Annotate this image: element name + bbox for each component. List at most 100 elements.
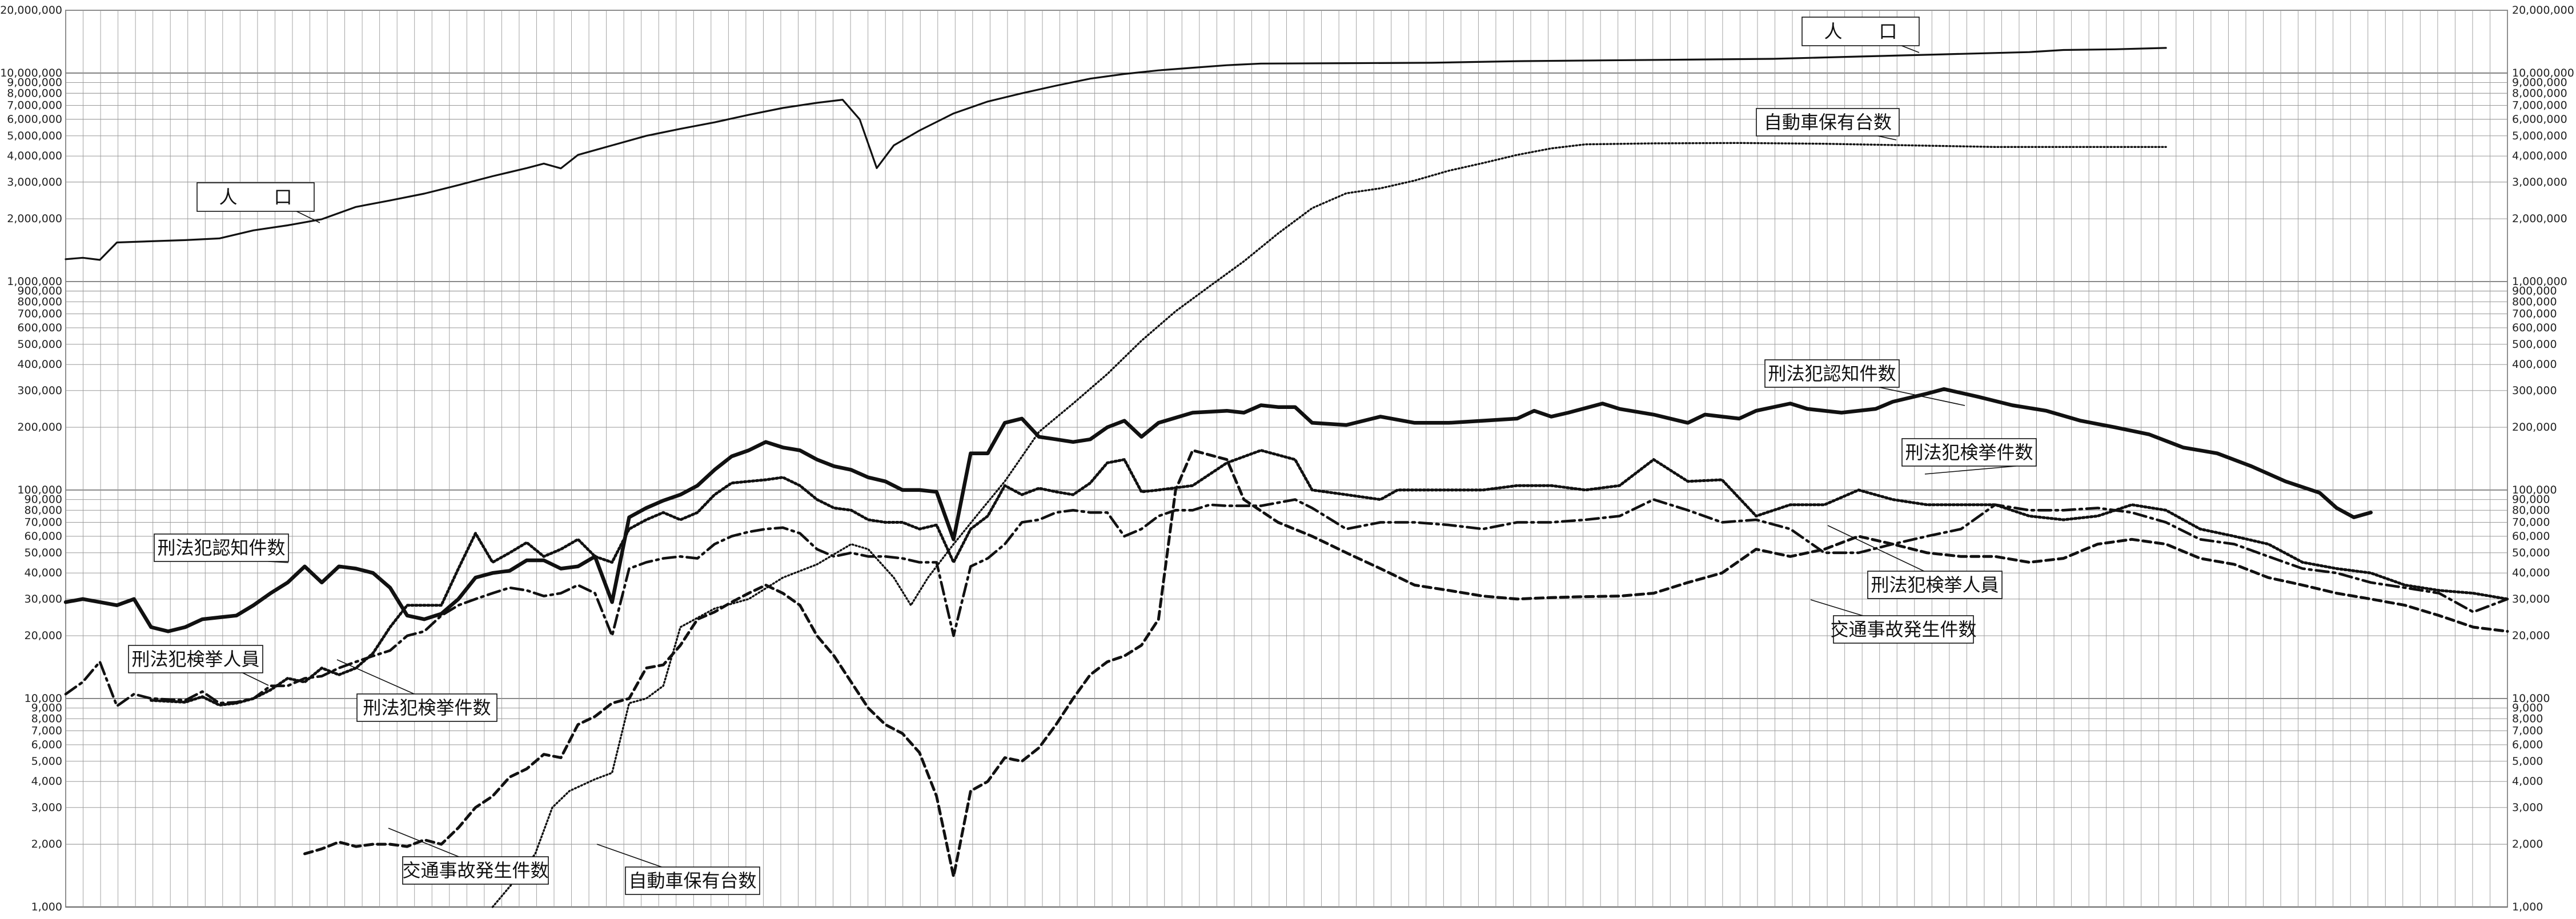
y-tick-label-right: 5,000,000 [2512, 130, 2567, 142]
y-tick-label-left: 4,000,000 [7, 150, 62, 162]
y-tick-label-right: 9,000 [2512, 702, 2543, 715]
y-tick-label-left: 400,000 [17, 358, 62, 371]
y-tick-label-right: 3,000 [2512, 801, 2543, 814]
y-tick-label-left: 40,000 [25, 567, 62, 579]
y-tick-label-left: 2,000 [31, 838, 62, 850]
y-tick-label-left: 80,000 [25, 504, 62, 516]
callout-6: 刑法犯検挙人員 [1827, 525, 2003, 599]
y-tick-label-left: 6,000 [31, 739, 62, 751]
callout-text: 人 口 [1824, 21, 1897, 42]
y-tick-label-right: 40,000 [2512, 567, 2550, 579]
y-tick-label-right: 8,000,000 [2512, 87, 2567, 99]
callout-box [402, 856, 549, 885]
y-tick-label-right: 70,000 [2512, 516, 2550, 528]
y-tick-label-left: 200,000 [17, 421, 62, 434]
y-tick-label-right: 1,000 [2512, 901, 2543, 913]
y-tick-label-right: 20,000 [2512, 629, 2550, 642]
y-axis-tick-labels: 1,000 1,000 2,000 2,000 3,000 3,000 4,000 4,000… [0, 4, 2574, 913]
y-tick-label-left: 3,000 [31, 801, 62, 814]
y-tick-label-right: 7,000 [2512, 725, 2543, 737]
y-tick-label-left: 700,000 [17, 307, 62, 320]
y-tick-label-right: 6,000,000 [2512, 113, 2567, 126]
callout-text: 交通事故発生件数 [402, 860, 548, 881]
callout-0: 人 口 [196, 182, 320, 223]
series-line-0 [65, 47, 2167, 261]
callout-3: 刑法犯認知件数 [1764, 359, 1965, 406]
y-tick-label-right: 80,000 [2512, 504, 2550, 516]
callout-box [196, 182, 315, 212]
y-tick-label-right: 300,000 [2512, 384, 2557, 397]
series-callout-labels: 人 口人 口自動車保有台数刑法犯認知件数刑法犯検挙件数刑法犯認知件数刑法犯検挙人… [128, 17, 2037, 895]
callout-leader [1901, 45, 1920, 53]
callout-leader [1879, 387, 1965, 406]
y-tick-label-left: 5,000 [31, 755, 62, 768]
data-series [63, 47, 2509, 908]
y-tick-label-left: 70,000 [25, 516, 62, 528]
series-line-3 [150, 449, 2509, 707]
series-line-2 [63, 387, 2373, 633]
callout-1: 人 口 [1801, 17, 1920, 53]
callout-9: 交通事故発生件数 [1810, 599, 1977, 644]
y-tick-label-right: 60,000 [2512, 530, 2550, 543]
y-tick-label-left: 10,000 [25, 692, 62, 705]
callout-text: 刑法犯検挙人員 [131, 648, 259, 670]
y-tick-label-left: 9,000 [31, 702, 62, 715]
y-tick-label-left: 50,000 [25, 547, 62, 559]
callout-7: 刑法犯検挙件数 [336, 659, 497, 722]
y-tick-label-right: 5,000 [2512, 755, 2543, 768]
gridlines [65, 10, 2508, 908]
callout-text: 刑法犯認知件数 [157, 537, 285, 559]
callout-box [625, 866, 760, 895]
y-tick-label-left: 7,000,000 [7, 99, 62, 111]
y-tick-label-left: 1,000 [31, 901, 62, 913]
y-tick-label-right: 7,000,000 [2512, 99, 2567, 111]
y-tick-label-left: 10,000,000 [0, 67, 62, 79]
y-tick-label-left: 2,000,000 [7, 212, 62, 225]
callout-text: 交通事故発生件数 [1830, 619, 1976, 640]
y-tick-label-left: 500,000 [17, 338, 62, 351]
y-tick-label-left: 1,000,000 [7, 275, 62, 288]
y-tick-label-right: 200,000 [2512, 421, 2557, 434]
y-tick-label-left: 7,000 [31, 725, 62, 737]
y-tick-label-right: 100,000 [2512, 484, 2557, 496]
y-tick-label-left: 9,000,000 [7, 77, 62, 89]
callout-box [1901, 438, 2037, 467]
callout-2: 自動車保有台数 [1756, 108, 1900, 141]
y-tick-label-right: 10,000 [2512, 692, 2550, 705]
y-tick-label-left: 90,000 [25, 493, 62, 506]
y-tick-label-right: 90,000 [2512, 493, 2550, 506]
y-tick-label-right: 4,000,000 [2512, 150, 2567, 162]
y-tick-label-left: 5,000,000 [7, 130, 62, 142]
callout-text: 刑法犯認知件数 [1768, 363, 1896, 384]
callout-4: 刑法犯検挙件数 [1901, 438, 2037, 475]
y-tick-label-left: 100,000 [17, 484, 62, 496]
y-tick-label-left: 8,000,000 [7, 87, 62, 99]
callout-10: 交通事故発生件数 [388, 828, 549, 885]
callout-text: 刑法犯検挙件数 [363, 697, 491, 719]
y-tick-label-right: 900,000 [2512, 285, 2557, 298]
y-tick-label-left: 3,000,000 [7, 176, 62, 188]
callout-leader [1877, 135, 1897, 141]
y-tick-label-right: 2,000 [2512, 838, 2543, 850]
callout-box [154, 533, 289, 562]
y-tick-label-left: 6,000,000 [7, 113, 62, 126]
callout-box [1801, 17, 1920, 46]
callout-text: 刑法犯検挙人員 [1871, 574, 1999, 596]
series-line-4 [64, 498, 2509, 708]
y-tick-label-right: 20,000,000 [2512, 4, 2574, 17]
callout-box [356, 693, 497, 722]
series-line-1 [491, 142, 2167, 908]
y-tick-label-right: 700,000 [2512, 307, 2557, 320]
y-tick-label-left: 300,000 [17, 384, 62, 397]
callout-box [1833, 615, 1974, 644]
y-tick-label-right: 1,000,000 [2512, 275, 2567, 288]
callout-leader [296, 211, 320, 223]
y-tick-label-left: 4,000 [31, 775, 62, 788]
y-tick-label-left: 800,000 [17, 295, 62, 308]
callout-box [1867, 571, 2003, 599]
y-tick-label-right: 9,000,000 [2512, 77, 2567, 89]
callout-8: 刑法犯検挙人員 [128, 645, 269, 686]
y-tick-label-right: 3,000,000 [2512, 176, 2567, 188]
